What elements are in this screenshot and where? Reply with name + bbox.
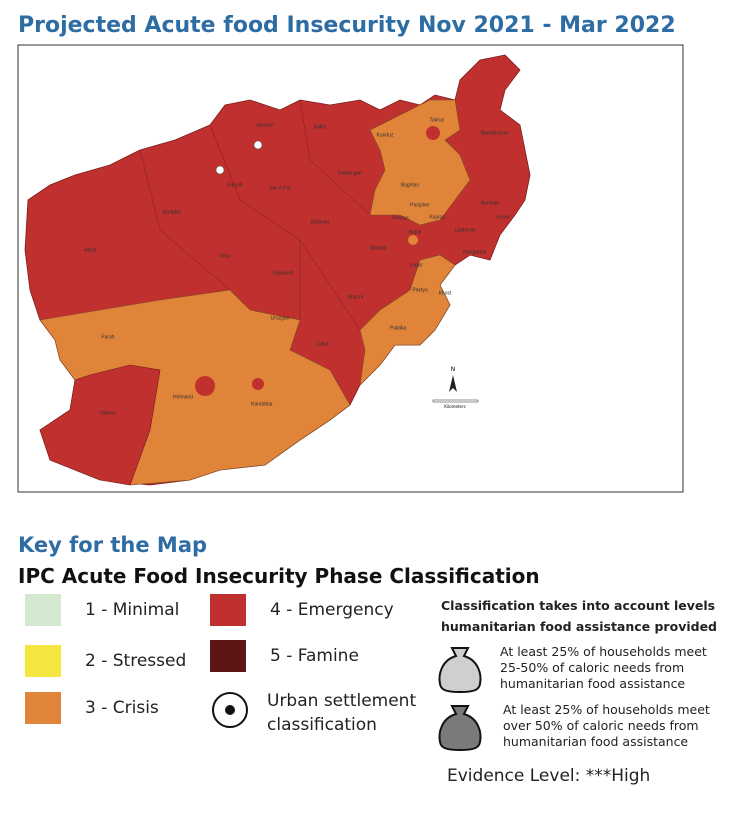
province-label: Nimroz: [100, 410, 116, 416]
assistance-note: Classification takes into account levels: [441, 598, 715, 613]
province-label: Paktya: [412, 287, 428, 293]
province-label: Paktika: [390, 325, 407, 331]
province-label: Khost: [439, 290, 452, 296]
province-label: Laghman: [455, 227, 476, 233]
assistance-text: humanitarian food assistance: [500, 676, 685, 691]
province-label: Ghazni: [347, 294, 363, 300]
map-frame: [17, 44, 684, 493]
assistance-text: over 50% of caloric needs from: [503, 718, 699, 733]
legend-swatch: [25, 594, 61, 626]
bag-icon: [438, 705, 482, 752]
province-label: Nuristan: [481, 200, 500, 206]
province-label: Panjsher: [410, 202, 430, 208]
assistance-text: At least 25% of households meet: [503, 702, 710, 717]
province-label: Balkh: [314, 124, 327, 130]
province-label: Logar: [410, 262, 423, 268]
evidence-level: Evidence Level: ***High: [447, 766, 650, 786]
legend-label: 2 - Stressed: [85, 651, 186, 671]
province-label: Kandahar: [251, 401, 273, 407]
province-label: Kunar: [496, 214, 510, 220]
province-label: Helmand: [173, 394, 193, 400]
assistance-text: humanitarian food assistance: [503, 734, 688, 749]
urban-label: Urban settlement classification: [267, 691, 416, 735]
legend-swatch: [210, 594, 246, 626]
crisis-northeast: [369, 99, 471, 226]
title: Projected Acute food Insecurity Nov 2021…: [18, 13, 676, 38]
province-label: Kabul: [409, 229, 422, 235]
province-label: Daykundi: [273, 270, 294, 276]
north-label: N: [451, 366, 456, 373]
province-label: Kunduz: [377, 132, 394, 138]
province-label: Jawzjan: [256, 122, 274, 128]
legend-label: 3 - Crisis: [85, 698, 159, 718]
province-label: Takhar: [429, 117, 444, 123]
legend-label: 4 - Emergency: [270, 600, 394, 620]
map: N Kilometers Jawzjan Balkh Kunduz Takhar Bad…: [24, 54, 531, 486]
province-label: Wardak: [369, 245, 387, 251]
province-label: Faryab: [227, 182, 243, 188]
legend-swatch: [210, 640, 246, 672]
assistance-text: At least 25% of households meet: [500, 644, 707, 659]
province-label: Sar-e-Pul: [269, 185, 290, 191]
province-label: Parwan: [392, 215, 409, 221]
nimroz: [39, 364, 161, 486]
scale-bar: N Kilometers: [432, 366, 479, 409]
urban-icon: [212, 692, 248, 728]
province-label: Zabul: [316, 341, 329, 347]
province-label: Herat: [84, 247, 97, 253]
scale-unit: Kilometers: [444, 404, 465, 409]
legend-subheading: IPC Acute Food Insecurity Phase Classifi…: [18, 564, 540, 588]
province-label: Samangan: [338, 170, 362, 176]
province-label: Ghor: [219, 253, 230, 259]
assistance-note: humanitarian food assistance provided: [441, 619, 717, 634]
assistance-text: 25-50% of caloric needs from: [500, 660, 684, 675]
legend-label: 5 - Famine: [270, 646, 359, 666]
province-label: Baghlan: [401, 182, 420, 188]
bag-icon: [438, 647, 482, 694]
legend-heading: Key for the Map: [18, 533, 207, 557]
province-label: Bamyan: [311, 219, 330, 225]
legend-label: 1 - Minimal: [85, 600, 179, 620]
legend-swatch: [25, 692, 61, 724]
province-label: Badakhshan: [481, 130, 509, 136]
province-label: Uruzgan: [271, 315, 290, 321]
province-label: Farah: [101, 334, 114, 340]
province-label: Nangarhar: [463, 249, 487, 255]
crisis-southeast: [359, 254, 456, 386]
legend-swatch: [25, 645, 61, 677]
province-label: Badghis: [163, 209, 182, 215]
province-label: Kapisa: [429, 214, 445, 220]
